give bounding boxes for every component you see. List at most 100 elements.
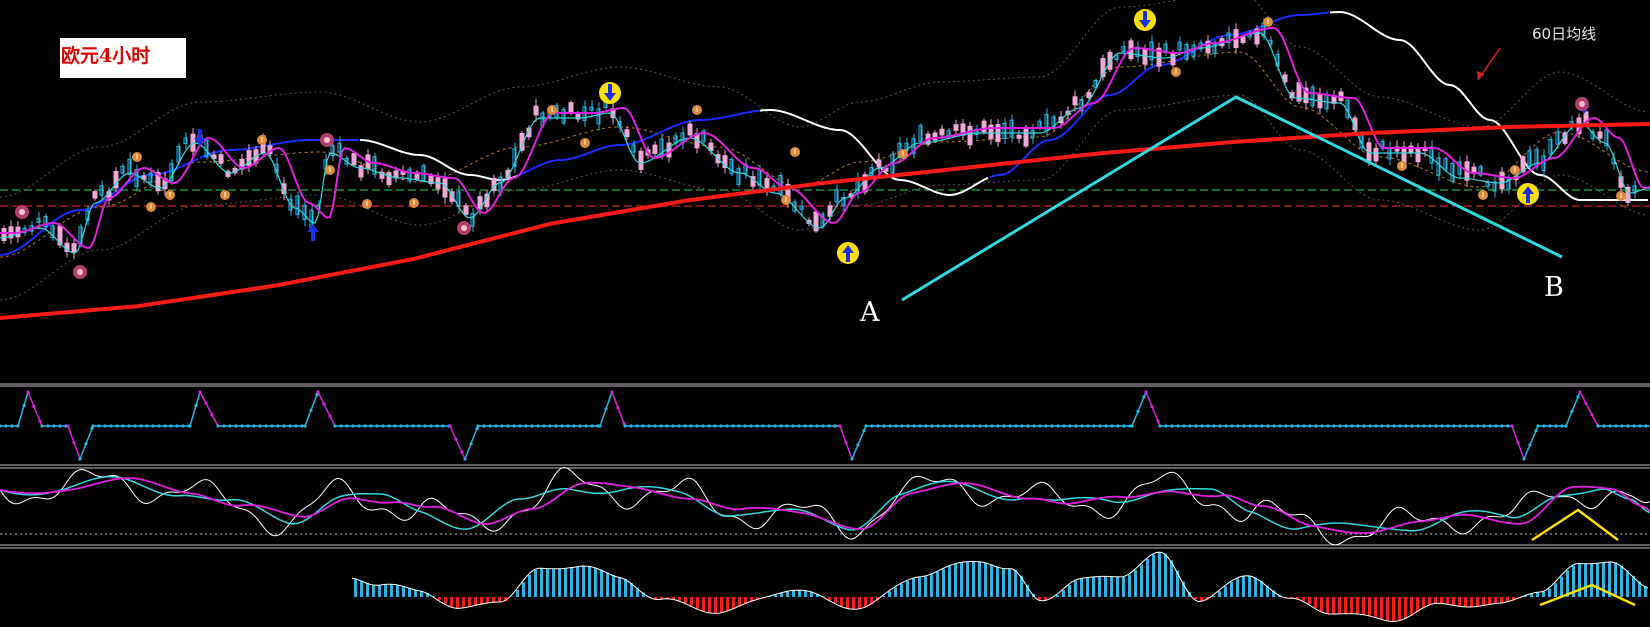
hist-bar-negative [1410, 597, 1413, 616]
info-marker-icon [1478, 190, 1488, 200]
step-dot [966, 424, 970, 428]
hist-bar-positive [534, 569, 537, 597]
step-dot [870, 424, 874, 428]
hist-bar-positive [906, 580, 909, 597]
candle-bear [1415, 148, 1421, 163]
candle-bull [50, 225, 55, 239]
hist-bar-positive [1218, 591, 1221, 597]
hist-bar-positive [1158, 552, 1161, 597]
hist-bar-positive [804, 590, 807, 597]
step-dot [833, 424, 837, 428]
hist-bar-positive [1092, 577, 1095, 597]
step-dot [84, 442, 88, 446]
upper-band [0, 0, 1649, 198]
main-price-panel [0, 0, 1650, 549]
step-dot [204, 401, 208, 405]
oscillator-panel [0, 466, 1650, 546]
hist-bar-positive [516, 589, 519, 597]
hist-bar-negative [1344, 597, 1347, 614]
step-dot [393, 424, 397, 428]
hist-bar-negative [1356, 597, 1359, 614]
step-dot [1272, 424, 1276, 428]
step-dot [1564, 424, 1568, 428]
step-dot [1104, 424, 1108, 428]
step-dot [4, 424, 8, 428]
step-dot [888, 424, 892, 428]
hist-bar-negative [1500, 597, 1503, 604]
step-dot [1020, 424, 1024, 428]
step-dot [252, 424, 256, 428]
step-dot [743, 424, 747, 428]
hist-bar-positive [786, 591, 789, 597]
hist-bar-positive [1524, 595, 1527, 597]
info-marker-icon [257, 135, 267, 145]
hist-bar-negative [1464, 597, 1467, 607]
hist-bar-positive [1644, 586, 1647, 597]
step-dot [1570, 409, 1574, 413]
hist-bar-negative [846, 597, 849, 609]
step-dot [1314, 424, 1318, 428]
candle-bull [1079, 99, 1084, 112]
candle-bull [596, 108, 601, 125]
step-dot [429, 424, 433, 428]
candle-bull [1548, 138, 1553, 155]
hist-bar-negative [1194, 597, 1197, 600]
point-a-label: A [860, 297, 880, 328]
step-dot [288, 424, 292, 428]
step-dot [1464, 424, 1468, 428]
candle-bear [428, 175, 434, 185]
hist-bar-positive [1152, 554, 1155, 597]
step-dot [1516, 440, 1520, 445]
flower-center [324, 137, 330, 143]
hist-bar-positive [1614, 562, 1617, 597]
ma60-label: 60日均线 [1532, 25, 1597, 43]
hist-bar-positive [1638, 581, 1641, 597]
step-dot [1142, 395, 1146, 399]
candle-bull [1093, 80, 1098, 89]
candle-bear [1086, 92, 1092, 98]
flower-center [77, 269, 83, 275]
hist-bar-positive [1254, 577, 1257, 597]
step-dot [234, 424, 238, 428]
flower-marker-icon [15, 205, 29, 219]
info-marker-icon [1171, 67, 1181, 77]
step-dot [72, 440, 76, 445]
hist-bar-positive [582, 566, 585, 597]
step-dot [460, 450, 464, 454]
step-dot [671, 424, 675, 428]
hist-bar-positive [396, 584, 399, 597]
hist-bar-positive [384, 584, 387, 597]
candle-bull [946, 130, 951, 136]
hist-bar-positive [366, 582, 369, 597]
step-dot [1026, 424, 1030, 428]
candle-bull [99, 185, 104, 196]
hist-bar-negative [450, 597, 453, 607]
candle-bull [330, 144, 335, 156]
hist-bar-positive [900, 583, 903, 597]
hist-bar-negative [690, 597, 693, 606]
step-dot [1638, 424, 1642, 428]
step-dot [689, 424, 693, 428]
step-dot [1392, 424, 1396, 428]
candle-bear [113, 171, 119, 189]
step-dot [1398, 424, 1402, 428]
down-arrow-icon [194, 129, 206, 146]
hist-bar-positive [426, 592, 429, 597]
hist-bar-positive [594, 567, 597, 597]
step-dot [755, 424, 759, 428]
hist-bar-negative [480, 597, 483, 605]
step-dot [276, 424, 280, 428]
step-dot [1182, 424, 1186, 428]
fast-ma-magenta [0, 26, 1650, 249]
step-dot [1056, 424, 1060, 428]
step-dot [169, 424, 173, 428]
step-dot [1554, 424, 1558, 428]
step-dot [333, 424, 337, 428]
hist-bar-negative [1482, 597, 1485, 606]
step-dot [695, 424, 699, 428]
hist-bar-negative [1512, 597, 1515, 601]
candle-bear [1240, 36, 1246, 44]
step-dot [604, 407, 608, 411]
step-dot [1626, 424, 1630, 428]
hist-bar-positive [390, 584, 393, 597]
